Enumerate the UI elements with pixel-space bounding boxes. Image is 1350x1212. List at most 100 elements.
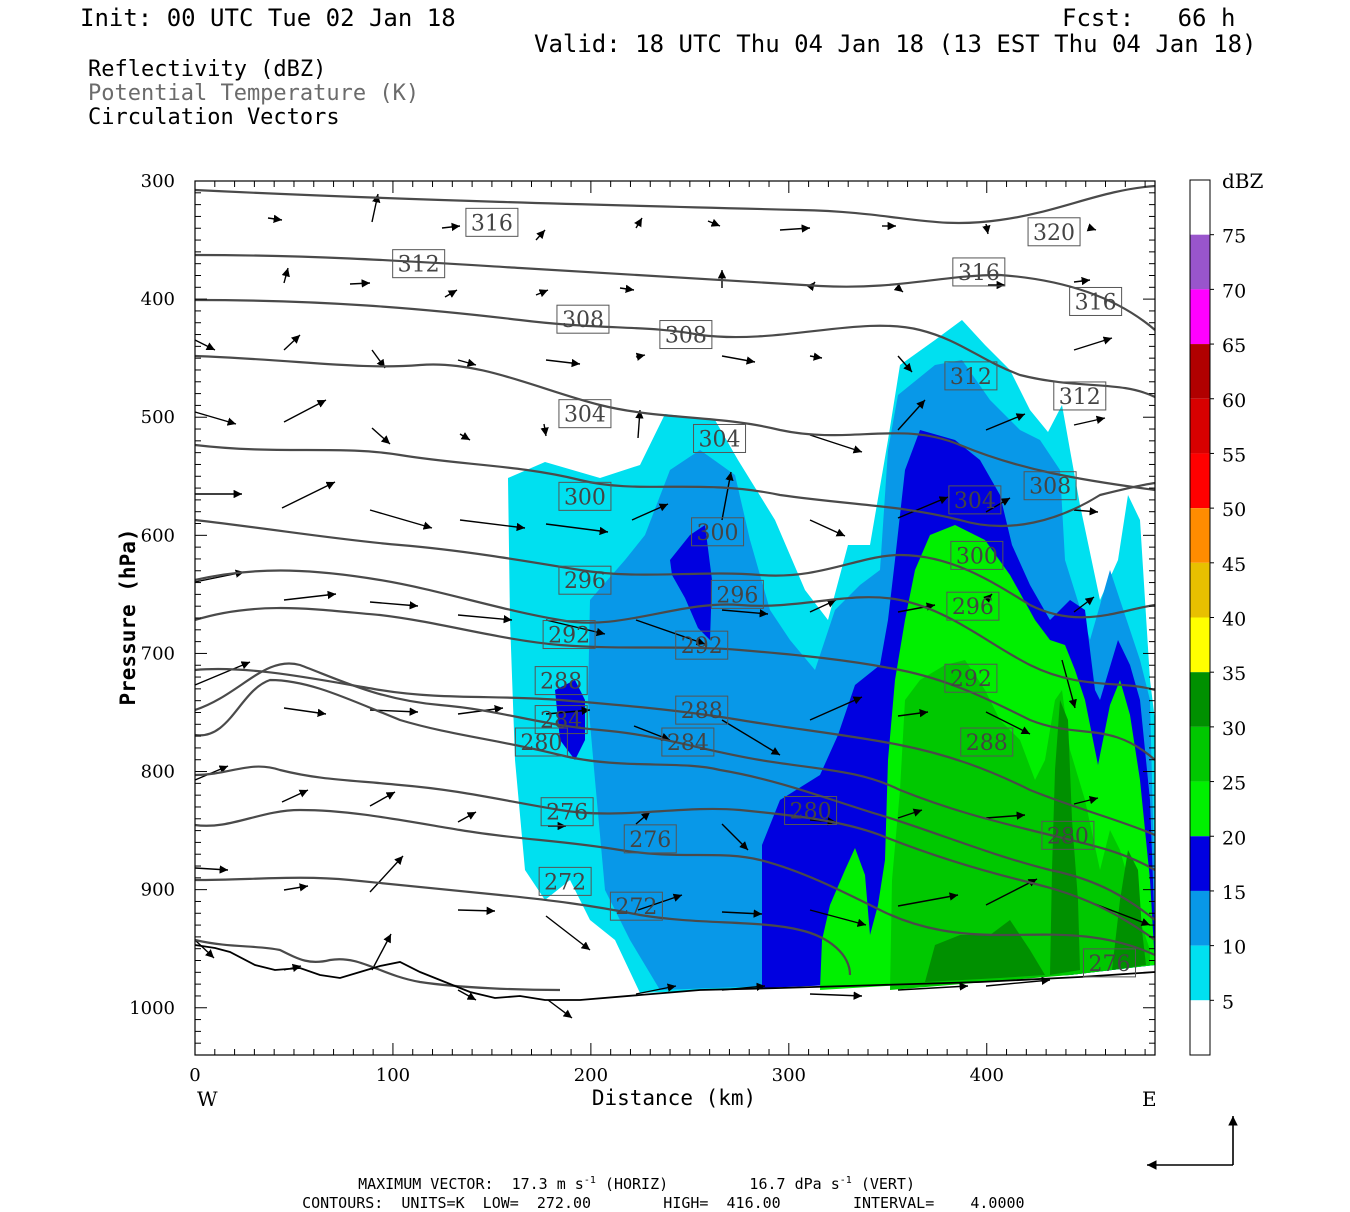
circulation-vector — [283, 334, 301, 351]
x-tick-label: 300 — [772, 1065, 806, 1086]
contour-label-box — [558, 399, 612, 429]
colorbar-swatch — [1190, 234, 1210, 290]
reference-vector-icon — [1147, 1116, 1238, 1170]
colorbar-swatch — [1190, 617, 1210, 673]
contour-label: 312 — [398, 253, 440, 278]
circulation-vector — [267, 214, 283, 223]
colorbar-swatch — [1190, 508, 1210, 563]
circulation-vector — [897, 982, 969, 991]
contour-label-box — [960, 727, 1014, 757]
circulation-vector — [897, 708, 929, 718]
circulation-vector — [457, 614, 513, 624]
circulation-vector — [369, 791, 396, 807]
circulation-vector — [459, 519, 526, 532]
circulation-vector — [194, 939, 215, 959]
contour-label-box — [540, 797, 594, 827]
circulation-vector — [545, 915, 591, 951]
contour-label-box — [392, 249, 446, 279]
circulation-vector — [545, 358, 581, 368]
circulation-vector — [457, 906, 496, 915]
contour-label-box — [556, 304, 610, 334]
contour-label: 308 — [1029, 475, 1071, 500]
circulation-vector — [349, 279, 371, 288]
circulation-vector — [721, 719, 781, 756]
colorbar-label: 30 — [1222, 718, 1246, 740]
circulation-vector — [635, 811, 651, 825]
contour-label: 288 — [540, 670, 582, 695]
y-tick-label: 900 — [141, 880, 175, 901]
y-tick-label: 500 — [141, 407, 175, 428]
legend-theta: Potential Temperature (K) — [88, 81, 420, 106]
legend-vectors: Circulation Vectors — [88, 105, 340, 130]
circulation-vector — [1061, 659, 1077, 709]
colorbar-title: dBZ — [1222, 169, 1264, 193]
circulation-vector — [194, 661, 251, 686]
circulation-vector — [545, 706, 591, 715]
circulation-vector — [194, 411, 237, 426]
contour-label: 276 — [546, 801, 588, 826]
max-vector-horiz-label: (HORIZ) — [604, 1175, 669, 1193]
contour-label: 316 — [958, 261, 1000, 286]
contour-label: 280 — [1047, 824, 1089, 849]
circulation-vector — [457, 989, 477, 1001]
reflectivity-region — [670, 525, 712, 640]
contour-label-box — [465, 207, 519, 237]
circulation-vector — [441, 222, 461, 232]
theta-contour-line — [194, 662, 1156, 871]
circulation-vector — [893, 283, 904, 293]
contour-label: 284 — [667, 731, 709, 756]
theta-contour-line — [194, 518, 1156, 619]
max-vector-vert: 16.7 dPa s — [749, 1175, 840, 1193]
colorbar-swatch — [1190, 836, 1210, 891]
colorbar-label: 50 — [1222, 499, 1246, 521]
contour-label: 304 — [954, 489, 996, 514]
contour-label: 300 — [697, 521, 739, 546]
circulation-vector — [1073, 336, 1113, 351]
colorbar-swatch — [1190, 562, 1210, 618]
contour-label-box — [675, 630, 729, 660]
contour-label-box — [950, 540, 1004, 570]
contours-high: HIGH= 416.00 — [663, 1194, 781, 1212]
contour-label: 292 — [681, 634, 723, 659]
contour-label-box — [710, 579, 764, 609]
axes: 0 100 200 300 400 300 400 500 600 700 800 900 1000 — [129, 171, 1156, 1086]
colorbar-swatch — [1190, 1000, 1210, 1055]
colorbar-label: 65 — [1222, 335, 1246, 357]
circulation-vector — [897, 496, 949, 519]
circulation-vector — [283, 707, 327, 717]
theta-contour-line — [194, 938, 561, 992]
colorbar-label: 5 — [1222, 991, 1234, 1013]
terrain-line — [194, 944, 1156, 1001]
circulation-vector — [281, 481, 336, 509]
circulation-vector — [985, 413, 1026, 431]
contour-label-box — [944, 663, 998, 693]
circulation-vector — [1073, 507, 1099, 516]
circulation-vector — [540, 423, 549, 437]
theta-contour-line — [194, 765, 1156, 941]
contour-label: 288 — [966, 731, 1008, 756]
circulation-vector — [444, 289, 458, 298]
contour-label-box — [948, 485, 1002, 515]
circulation-vector — [1073, 276, 1091, 286]
circulation-vector — [369, 855, 404, 893]
init-time: Init: 00 UTC Tue 02 Jan 18 — [80, 4, 456, 32]
contour-label-box — [623, 824, 677, 854]
surface-line — [194, 944, 1156, 1001]
sup-2: -1 — [839, 1175, 852, 1186]
circulation-vector — [545, 523, 609, 536]
y-tick-label: 600 — [141, 525, 175, 546]
circulation-vector — [707, 218, 721, 227]
circulation-vector — [194, 865, 229, 874]
contour-label-box — [659, 320, 713, 350]
circulation-vector — [982, 223, 991, 235]
theta-contour-line — [194, 606, 1156, 761]
colorbar-label: 55 — [1222, 444, 1246, 466]
circulation-vector — [283, 590, 337, 601]
contour-label: 276 — [1088, 952, 1130, 977]
max-vector-vert-label: (VERT) — [860, 1175, 915, 1193]
contour-label-box — [558, 481, 612, 511]
circulation-vector — [457, 358, 477, 367]
circulation-vector — [983, 593, 993, 603]
circulation-vector — [281, 267, 290, 284]
